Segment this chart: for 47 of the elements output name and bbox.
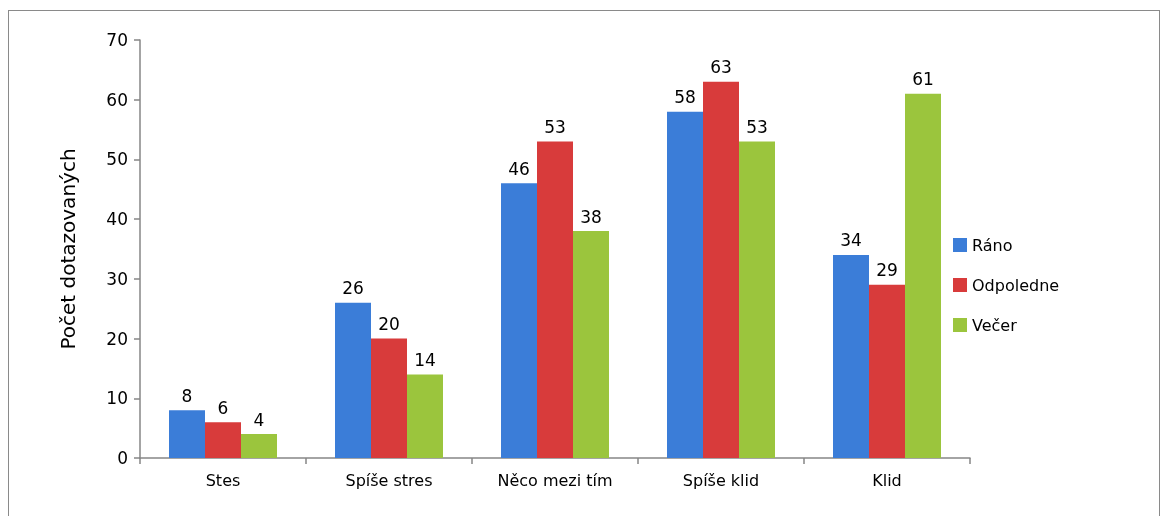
bar [241,434,277,458]
y-tick-label: 30 [106,268,128,289]
y-tick-label: 60 [106,89,128,110]
x-tick-label: Spíše klid [682,470,760,490]
y-tick-label: 70 [106,30,128,50]
x-tick-label: Spíše stres [345,470,433,490]
y-tick-label: 50 [106,149,128,170]
data-label: 26 [342,278,364,299]
data-label: 8 [181,385,193,406]
data-label: 53 [746,117,768,138]
bar [335,302,371,458]
bar [833,254,869,458]
x-tick-label: Stes [205,470,241,490]
y-tick-label: 0 [117,448,128,468]
y-tick-label: 10 [106,388,128,409]
bar [205,422,241,458]
data-label: 53 [544,117,566,138]
bar [667,111,703,458]
data-label: 4 [253,409,265,430]
data-label: 6 [217,397,229,418]
bar [407,374,443,458]
bar [169,410,205,458]
data-label: 29 [876,260,898,281]
data-label: 58 [674,87,696,108]
legend-label: Ráno [972,235,1013,255]
legend-label: Odpoledne [972,275,1060,295]
x-tick-label: Klid [872,470,902,490]
y-tick-label: 40 [106,209,128,230]
bar [905,93,941,458]
bar [703,81,739,458]
bar [537,141,573,458]
legend-label: Večer [972,315,1018,335]
data-label: 46 [508,158,530,179]
data-label: 61 [912,69,934,90]
data-label: 34 [840,230,862,251]
data-label: 20 [378,314,400,335]
data-label: 38 [580,206,602,227]
y-tick-label: 20 [106,328,128,349]
bar [573,231,609,458]
bar [501,183,537,458]
bar [371,338,407,458]
bar [869,284,905,458]
x-tick-label: Něco mezi tím [497,470,613,490]
bar [739,141,775,458]
data-label: 63 [710,57,732,78]
data-label: 14 [414,349,436,370]
y-axis-title: Počet dotazovaných [56,148,80,350]
